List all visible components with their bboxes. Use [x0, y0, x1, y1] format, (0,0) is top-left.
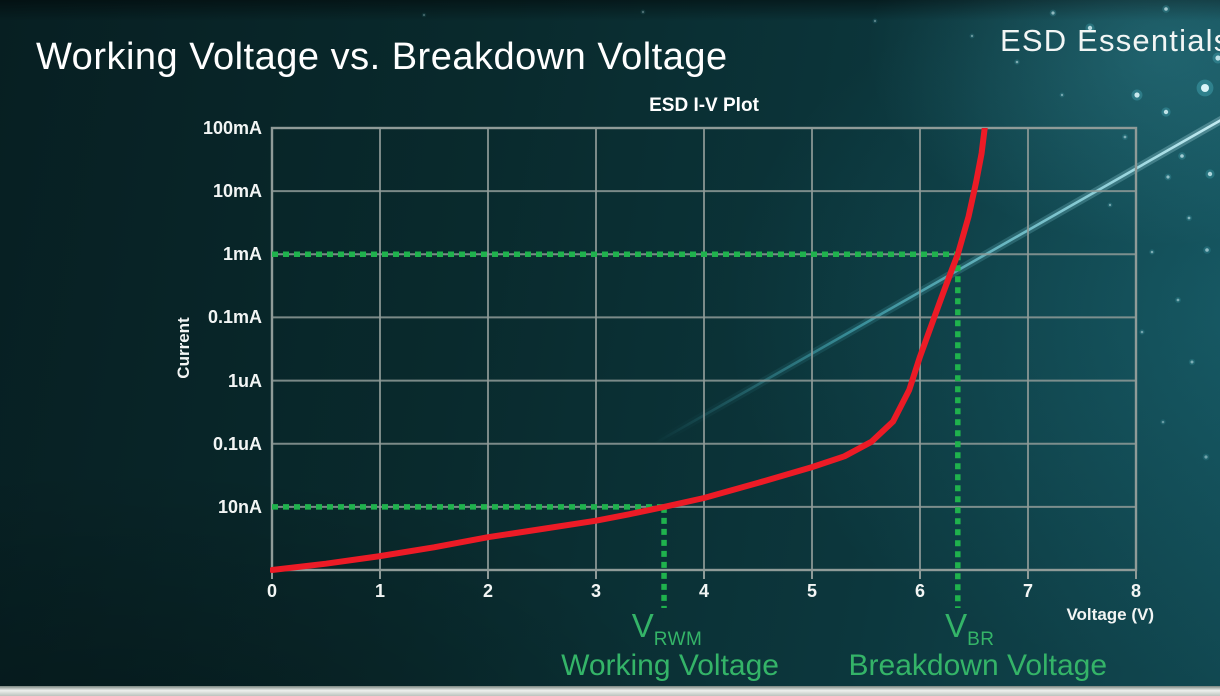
bokeh-dot [1201, 84, 1209, 92]
bokeh-dot [1180, 154, 1184, 158]
bokeh-dot [1134, 92, 1140, 98]
bokeh-dot [1087, 25, 1093, 31]
y-tick-label: 10mA [212, 181, 262, 202]
bokeh-dot-halo [1139, 329, 1145, 335]
bokeh-dot-halo [1160, 419, 1166, 425]
y-tick-label: 10nA [217, 496, 262, 517]
bokeh-dot-halo [1202, 453, 1210, 461]
light-beam [651, 119, 1220, 447]
y-tick-label: 0.1mA [207, 307, 262, 328]
x-tick-label: 4 [698, 581, 710, 601]
bokeh-dot [1187, 216, 1191, 220]
iv-curve [270, 128, 988, 573]
bokeh-dot [1015, 60, 1019, 64]
brand-label: ESD Essentials [1000, 23, 1220, 58]
x-axis-title: Voltage (V) [1066, 605, 1154, 624]
bokeh-dot [1140, 330, 1144, 334]
x-tick-label: 5 [806, 581, 818, 601]
x-tick-label: 1 [374, 581, 386, 601]
bottom-bar [0, 686, 1220, 696]
working-voltage-caption: Working Voltage [561, 649, 779, 682]
bokeh-dot [1108, 203, 1112, 207]
x-tick-label: 6 [914, 581, 926, 601]
page-title: Working Voltage vs. Breakdown Voltage [36, 36, 728, 78]
bokeh-dot [422, 13, 426, 17]
bokeh-dot [1051, 11, 1055, 15]
y-tick-label: 0.1uA [212, 433, 262, 454]
bokeh-dot-halo [969, 33, 975, 39]
bokeh-dot [1060, 93, 1064, 97]
bokeh-dot-halo [421, 12, 427, 18]
bokeh-dot [1207, 171, 1213, 177]
x-tick-label: 2 [482, 581, 494, 601]
vrwm-label: VRWM [631, 607, 703, 650]
bokeh-dot-halo [1059, 92, 1065, 98]
bokeh-dot [1163, 109, 1169, 115]
bokeh-dot [1205, 248, 1209, 252]
bokeh-dot [1215, 55, 1220, 61]
bokeh-dot [1164, 7, 1168, 11]
bokeh-dot [1166, 175, 1170, 179]
y-tick-label: 1mA [222, 244, 262, 265]
bokeh-dot [1190, 360, 1194, 364]
x-tick-label: 0 [266, 581, 278, 601]
vbr-symbol: V [945, 607, 968, 644]
bokeh-dot [1204, 455, 1208, 459]
bokeh-dot-halo [872, 18, 878, 24]
vbr-label: VBR [945, 607, 995, 650]
bokeh-dot [1150, 250, 1154, 254]
bokeh-dot [873, 19, 877, 23]
x-tick-label: 8 [1130, 581, 1142, 601]
x-tick-label: 7 [1022, 581, 1034, 601]
vbr-subscript: BR [967, 629, 995, 650]
bokeh-dot-halo [640, 9, 646, 15]
bokeh-dot [1123, 135, 1127, 139]
bokeh-dot [641, 10, 645, 14]
bokeh-dot [970, 34, 974, 38]
vrwm-subscript: RWM [653, 629, 703, 650]
bokeh-dot [1161, 420, 1165, 424]
chart-title: ESD I-V Plot [649, 95, 759, 116]
bokeh-dot [1176, 298, 1180, 302]
y-tick-label: 100mA [202, 118, 262, 138]
breakdown-voltage-caption: Breakdown Voltage [848, 649, 1108, 682]
x-tick-label: 3 [590, 581, 602, 601]
vrwm-symbol: V [631, 607, 654, 644]
bokeh-dot-halo [1107, 202, 1113, 208]
y-tick-label: 1uA [227, 370, 262, 391]
